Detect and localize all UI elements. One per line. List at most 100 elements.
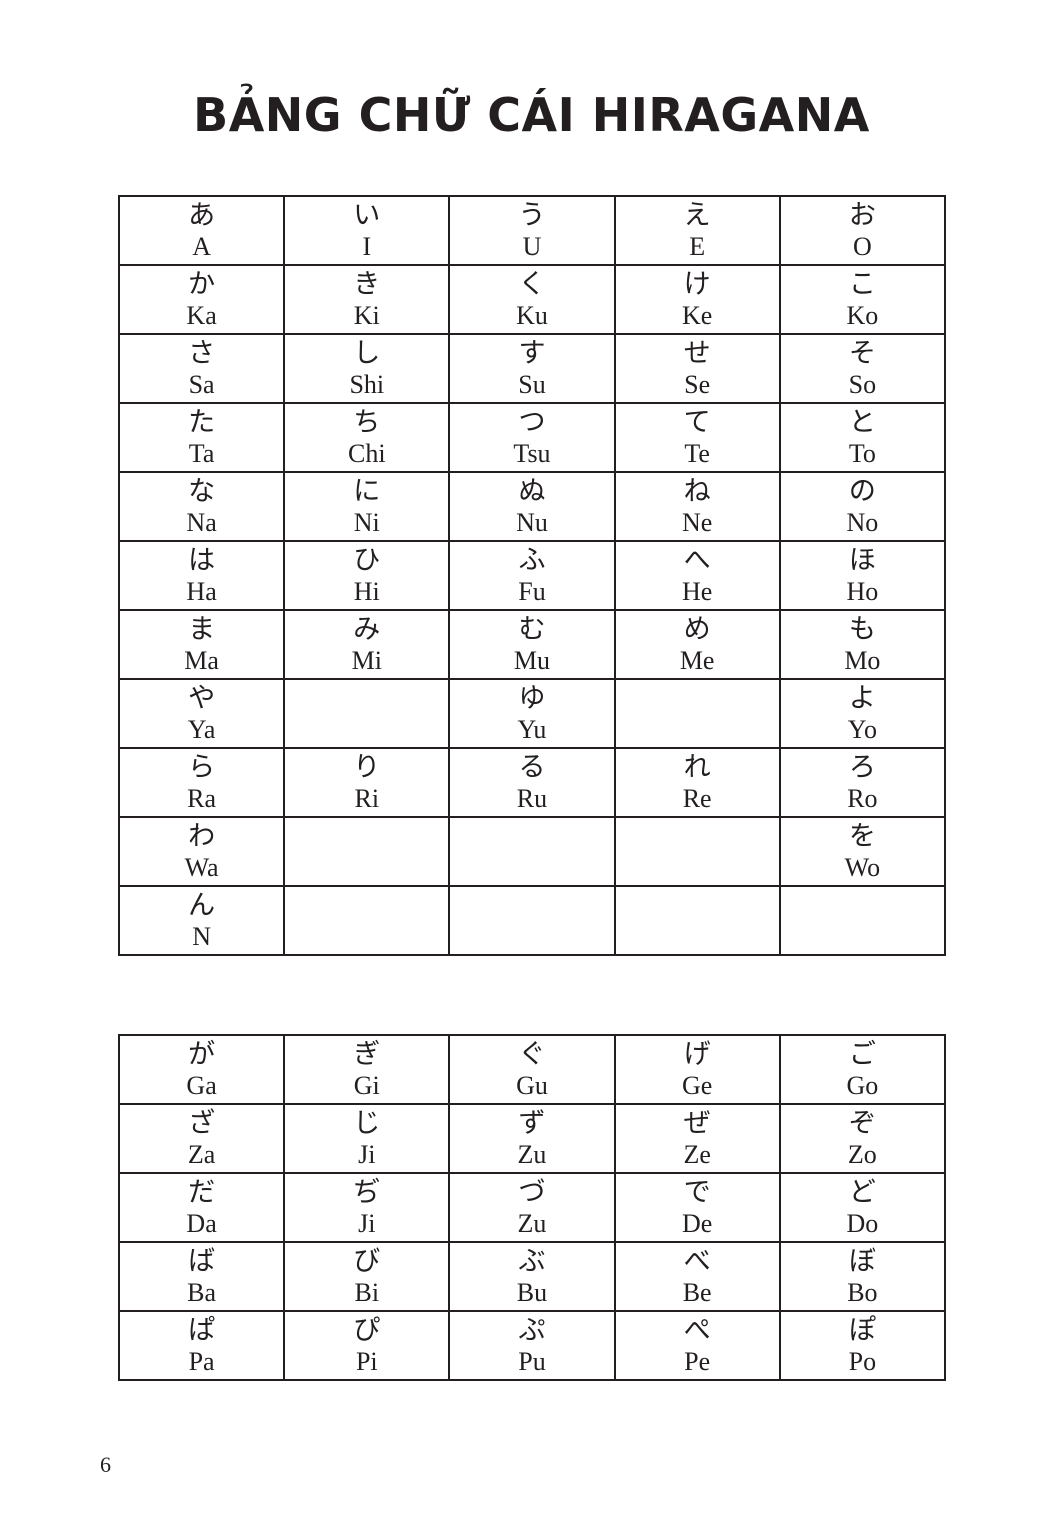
kana-character: ぺ — [683, 1315, 711, 1346]
kana-cell: ざ Za — [117, 1103, 286, 1174]
kana-cell: ず Zu — [448, 1103, 616, 1174]
romaji-reading: Ro — [847, 784, 878, 813]
romaji-reading: De — [681, 1209, 713, 1238]
kana-character: せ — [683, 338, 711, 369]
kana-character: て — [683, 407, 711, 438]
table-row: ら Ra り Ri る Ru れ Re ろ Ro — [117, 747, 947, 818]
romaji-reading: Pi — [355, 1347, 378, 1376]
romaji-reading: Bu — [516, 1278, 548, 1307]
kana-cell: だ Da — [117, 1172, 286, 1243]
romaji-reading: Sa — [188, 370, 215, 399]
romaji-reading: Ko — [846, 301, 879, 330]
kana-character: づ — [518, 1177, 546, 1208]
kana-character: ぬ — [518, 476, 546, 507]
romaji-reading: Me — [679, 646, 715, 675]
kana-character: ん — [188, 890, 216, 921]
kana-character: さ — [188, 338, 216, 369]
romaji-reading: O — [852, 232, 872, 261]
kana-cell: ぐ Gu — [448, 1034, 616, 1105]
romaji-reading: Ku — [516, 301, 548, 330]
kana-character: み — [353, 614, 381, 645]
romaji-reading: Gi — [353, 1071, 380, 1100]
kana-cell: ご Go — [778, 1034, 947, 1105]
kana-character: じ — [353, 1108, 381, 1139]
romaji-reading: Ba — [187, 1278, 217, 1307]
kana-cell: む Mu — [448, 609, 616, 680]
kana-character: き — [353, 269, 381, 300]
kana-character: ぜ — [683, 1108, 711, 1139]
kana-cell: ぺ Pe — [613, 1310, 781, 1381]
kana-cell: ね Ne — [613, 471, 781, 542]
kana-cell: に Ni — [283, 471, 451, 542]
kana-cell: を Wo — [778, 816, 947, 887]
romaji-reading: Nu — [516, 508, 548, 537]
kana-character: る — [518, 752, 546, 783]
romaji-reading: So — [848, 370, 877, 399]
kana-cell: へ He — [613, 540, 781, 611]
kana-cell: け Ke — [613, 264, 781, 335]
table-row: ざ Za じ Ji ず Zu ぜ Ze ぞ Zo — [117, 1103, 947, 1174]
romaji-reading: Da — [186, 1209, 217, 1238]
kana-cell: ぶ Bu — [448, 1241, 616, 1312]
romaji-reading: Pa — [188, 1347, 215, 1376]
page-number: 6 — [100, 1452, 111, 1477]
kana-character: ろ — [848, 752, 876, 783]
kana-cell: ぼ Bo — [778, 1241, 947, 1312]
kana-character: い — [353, 200, 381, 231]
kana-character: か — [188, 269, 216, 300]
table-row: さ Sa し Shi す Su せ Se そ So — [117, 333, 947, 404]
romaji-reading: Re — [682, 784, 712, 813]
kana-character: べ — [683, 1246, 711, 1277]
kana-cell: ぷ Pu — [448, 1310, 616, 1381]
kana-character: も — [848, 614, 876, 645]
kana-cell: げ Ge — [613, 1034, 781, 1105]
kana-character: ば — [188, 1246, 216, 1277]
kana-cell: な Na — [117, 471, 286, 542]
kana-character: こ — [848, 269, 876, 300]
kana-cell: ほ Ho — [778, 540, 947, 611]
kana-cell: ぢ Ji — [283, 1172, 451, 1243]
romaji-reading: Zo — [847, 1140, 877, 1169]
kana-character: ぼ — [848, 1246, 876, 1277]
table-row: だ Da ぢ Ji づ Zu で De ど Do — [117, 1172, 947, 1243]
kana-character: け — [683, 269, 711, 300]
romaji-reading: Mo — [844, 646, 881, 675]
kana-cell: た Ta — [117, 402, 286, 473]
kana-cell: ち Chi — [283, 402, 451, 473]
romaji-reading: E — [689, 232, 706, 261]
kana-character: れ — [683, 752, 711, 783]
kana-cell — [283, 885, 451, 956]
kana-character: ど — [848, 1177, 876, 1208]
kana-cell: わ Wa — [117, 816, 286, 887]
romaji-reading: Tsu — [513, 439, 551, 468]
hiragana-voiced-table: が Ga ぎ Gi ぐ Gu げ Ge ご Go ざ Za じ Ji ず Zu ぜ Ze ぞ Zo だ Da ぢ Ji づ Zu で… — [117, 1034, 947, 1381]
romaji-reading: Ya — [187, 715, 216, 744]
kana-cell: き Ki — [283, 264, 451, 335]
romaji-reading: Mu — [513, 646, 551, 675]
kana-cell: し Shi — [283, 333, 451, 404]
kana-cell: か Ka — [117, 264, 286, 335]
kana-character: を — [848, 821, 876, 852]
kana-cell: ゆ Yu — [448, 678, 616, 749]
kana-character: ぱ — [188, 1315, 216, 1346]
romaji-reading: Zu — [517, 1209, 547, 1238]
kana-character: ぞ — [848, 1108, 876, 1139]
romaji-reading: N — [192, 922, 211, 951]
kana-cell: ぱ Pa — [117, 1310, 286, 1381]
romaji-reading: I — [362, 232, 372, 261]
kana-cell: て Te — [613, 402, 781, 473]
kana-character: ぴ — [353, 1315, 381, 1346]
kana-cell: ぬ Nu — [448, 471, 616, 542]
romaji-reading: Ji — [358, 1140, 376, 1169]
kana-character: と — [848, 407, 876, 438]
romaji-reading: He — [681, 577, 713, 606]
romaji-reading: Te — [684, 439, 710, 468]
kana-cell: で De — [613, 1172, 781, 1243]
romaji-reading: No — [846, 508, 879, 537]
romaji-reading: Ri — [354, 784, 380, 813]
